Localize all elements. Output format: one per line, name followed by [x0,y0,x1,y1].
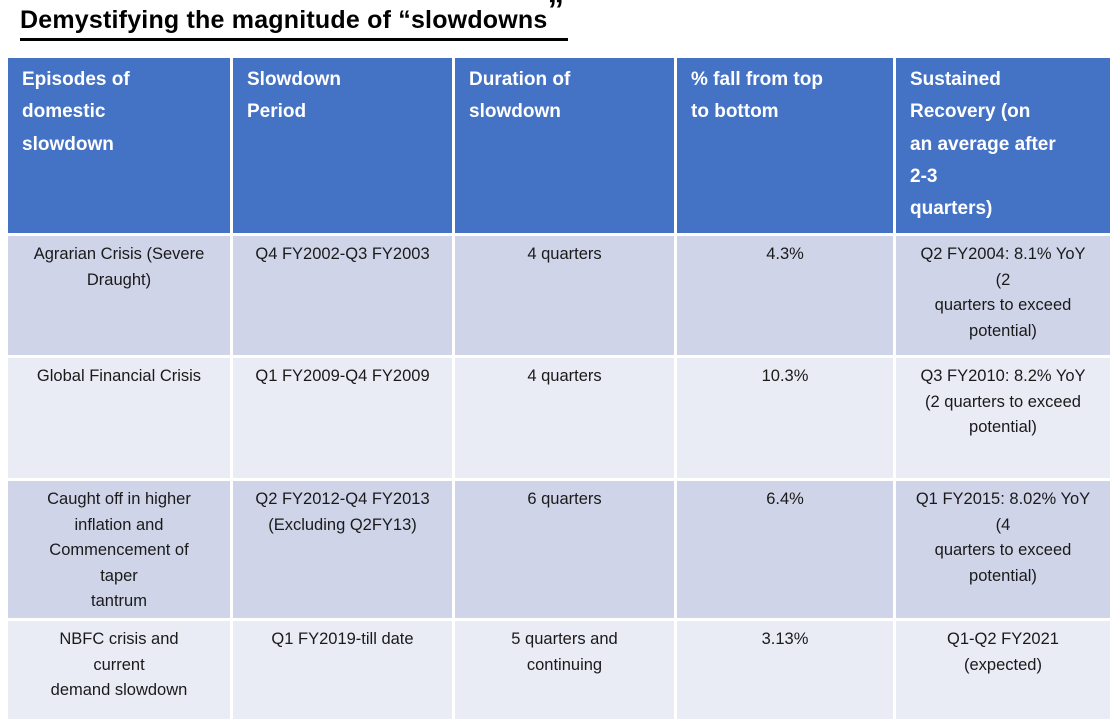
cell-row3-period: Q2 FY2012-Q4 FY2013 (Excluding Q2FY13) [233,481,452,618]
cell-row1-period: Q4 FY2002-Q3 FY2003 [233,236,452,355]
cell-row2-recovery: Q3 FY2010: 8.2% YoY (2 quarters to excee… [896,358,1110,478]
cell-row3-duration: 6 quarters [455,481,674,618]
cell-row4-recovery: Q1-Q2 FY2021 (expected) [896,621,1110,719]
column-header-period: Slowdown Period [233,58,452,233]
cell-row3-episode: Caught off in higher inflation and Comme… [8,481,230,618]
page-title: Demystifying the magnitude of “slowdowns… [0,0,1119,41]
slowdowns-table: Episodes of domestic slowdown Slowdown P… [8,58,1110,719]
cell-row2-episode: Global Financial Crisis [8,358,230,478]
cell-row3-recovery: Q1 FY2015: 8.02% YoY (4 quarters to exce… [896,481,1110,618]
column-header-recovery: Sustained Recovery (on an average after … [896,58,1110,233]
column-header-episodes: Episodes of domestic slowdown [8,58,230,233]
title-underline: Demystifying the magnitude of “slowdowns… [20,0,569,41]
cell-row1-episode: Agrarian Crisis (Severe Draught) [8,236,230,355]
cell-row3-fall: 6.4% [677,481,893,618]
cell-row1-duration: 4 quarters [455,236,674,355]
title-text: Demystifying the magnitude of “slowdowns [20,6,548,34]
cell-row4-fall: 3.13% [677,621,893,719]
cell-row4-period: Q1 FY2019-till date [233,621,452,719]
cell-row2-duration: 4 quarters [455,358,674,478]
cell-row4-episode: NBFC crisis and current demand slowdown [8,621,230,719]
cell-row1-fall: 4.3% [677,236,893,355]
column-header-fall: % fall from top to bottom [677,58,893,233]
cell-row2-fall: 10.3% [677,358,893,478]
column-header-duration: Duration of slowdown [455,58,674,233]
cell-row1-recovery: Q2 FY2004: 8.1% YoY (2 quarters to excee… [896,236,1110,355]
cell-row4-duration: 5 quarters and continuing [455,621,674,719]
cell-row2-period: Q1 FY2009-Q4 FY2009 [233,358,452,478]
